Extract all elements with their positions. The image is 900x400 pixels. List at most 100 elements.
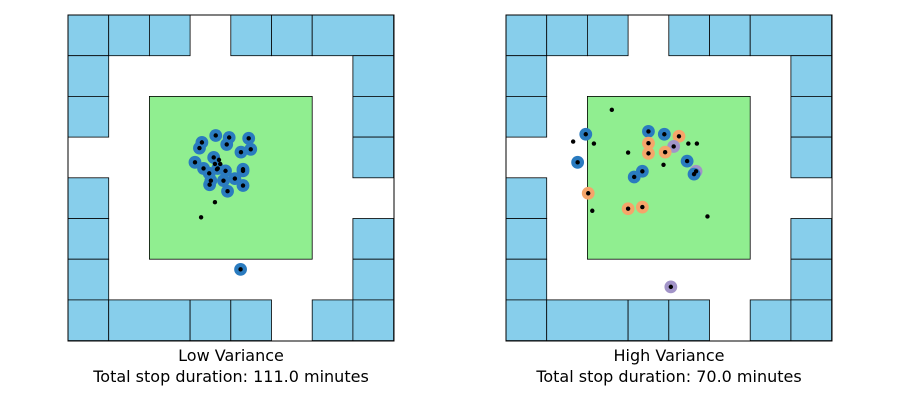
high-gps-point-14 (586, 191, 591, 196)
low-variance-title: Low Variance (178, 346, 284, 365)
high-variance-title: High Variance (613, 346, 725, 365)
high-building-4 (709, 14, 751, 57)
low-building-9 (352, 96, 394, 138)
low-gps-point-3 (246, 136, 251, 141)
low-gps-point-6 (238, 149, 244, 155)
high-gps-point-5 (671, 144, 676, 149)
high-gps-point-6 (646, 151, 651, 156)
high-gps-point-20 (591, 141, 597, 146)
low-gps-point-19 (240, 168, 246, 174)
high-gps-point-26 (705, 214, 710, 219)
high-building-19 (668, 299, 710, 341)
low-gps-point-8 (211, 155, 216, 160)
high-variance-panel (505, 14, 833, 342)
low-building-14 (67, 258, 110, 301)
low-gps-point-27 (212, 200, 218, 205)
low-gps-point-14 (232, 176, 238, 181)
high-gps-point-24 (661, 162, 666, 167)
high-variance-caption: High Variance Total stop duration: 70.0 … (504, 345, 834, 387)
high-building-13 (790, 218, 833, 260)
low-building-10 (352, 136, 394, 179)
low-gps-point-9 (192, 160, 198, 165)
low-building-0 (67, 14, 110, 57)
low-gps-point-21 (225, 189, 230, 194)
high-gps-point-13 (691, 171, 697, 177)
low-building-1 (108, 14, 150, 57)
high-building-12 (505, 218, 548, 260)
high-building-0 (505, 14, 548, 57)
low-building-12 (67, 218, 110, 260)
low-building-6 (67, 55, 110, 97)
low-gps-point-17 (207, 171, 212, 176)
high-building-8 (505, 96, 548, 138)
low-building-13 (352, 218, 394, 260)
low-gps-point-7 (248, 147, 253, 152)
low-gps-point-28 (198, 215, 204, 220)
high-gps-point-11 (632, 174, 637, 180)
high-building-21 (790, 299, 833, 341)
low-gps-point-2 (226, 135, 232, 140)
high-gps-point-2 (662, 132, 667, 137)
high-gps-point-9 (684, 158, 690, 164)
high-gps-point-17 (668, 284, 674, 290)
low-gps-point-26 (214, 167, 220, 172)
low-gps-point-1 (213, 133, 218, 138)
low-gps-point-16 (208, 178, 214, 183)
low-variance-caption: Low Variance Total stop duration: 111.0 … (66, 345, 396, 387)
low-frame (67, 14, 395, 342)
high-gps-point-16 (625, 206, 631, 211)
low-gps-point-24 (212, 161, 218, 167)
high-building-10 (790, 136, 833, 179)
low-building-17 (108, 299, 191, 341)
high-building-20 (749, 299, 792, 341)
low-building-3 (230, 14, 272, 57)
high-building-7 (790, 55, 833, 97)
high-building-3 (668, 14, 710, 57)
low-building-19 (230, 299, 272, 341)
high-building-16 (505, 299, 548, 341)
low-building-18 (189, 299, 232, 341)
low-building-15 (352, 258, 394, 301)
low-gps-point-10 (201, 166, 206, 171)
high-gps-point-22 (686, 141, 691, 146)
high-gps-point-23 (694, 141, 700, 146)
low-gps-point-25 (218, 161, 223, 167)
high-building-11 (505, 177, 548, 219)
high-gps-point-0 (583, 132, 588, 137)
low-gps-point-15 (207, 182, 212, 187)
low-variance-subtitle: Total stop duration: 111.0 minutes (93, 367, 369, 386)
high-building-14 (505, 258, 548, 301)
low-building-11 (67, 177, 110, 219)
low-gps-point-20 (240, 183, 246, 188)
high-variance-subtitle: Total stop duration: 70.0 minutes (536, 367, 802, 386)
high-building-17 (546, 299, 629, 341)
low-building-20 (311, 299, 354, 341)
high-gps-point-19 (570, 139, 576, 144)
low-gps-point-22 (238, 267, 243, 272)
high-frame (505, 14, 833, 342)
high-gps-point-7 (662, 149, 668, 155)
low-building-21 (352, 299, 394, 341)
high-building-9 (790, 96, 833, 138)
high-gps-point-1 (646, 129, 651, 134)
low-building-16 (67, 299, 110, 341)
high-building-18 (627, 299, 670, 341)
high-gps-point-18 (609, 107, 615, 113)
low-gps-point-18 (221, 178, 226, 183)
low-building-8 (67, 96, 110, 138)
high-gps-point-25 (590, 208, 595, 213)
high-gps-point-15 (640, 204, 645, 210)
high-gps-point-21 (625, 150, 631, 155)
low-variance-panel (67, 14, 395, 342)
high-building-2 (587, 14, 629, 57)
high-gps-point-10 (640, 169, 645, 174)
high-building-5 (749, 14, 833, 57)
low-gps-point-5 (224, 142, 229, 147)
low-building-7 (352, 55, 394, 97)
low-building-2 (148, 14, 191, 57)
low-gps-point-12 (223, 168, 228, 174)
low-gps-point-0 (199, 140, 205, 145)
low-building-5 (311, 14, 395, 57)
low-gps-point-4 (197, 145, 202, 151)
